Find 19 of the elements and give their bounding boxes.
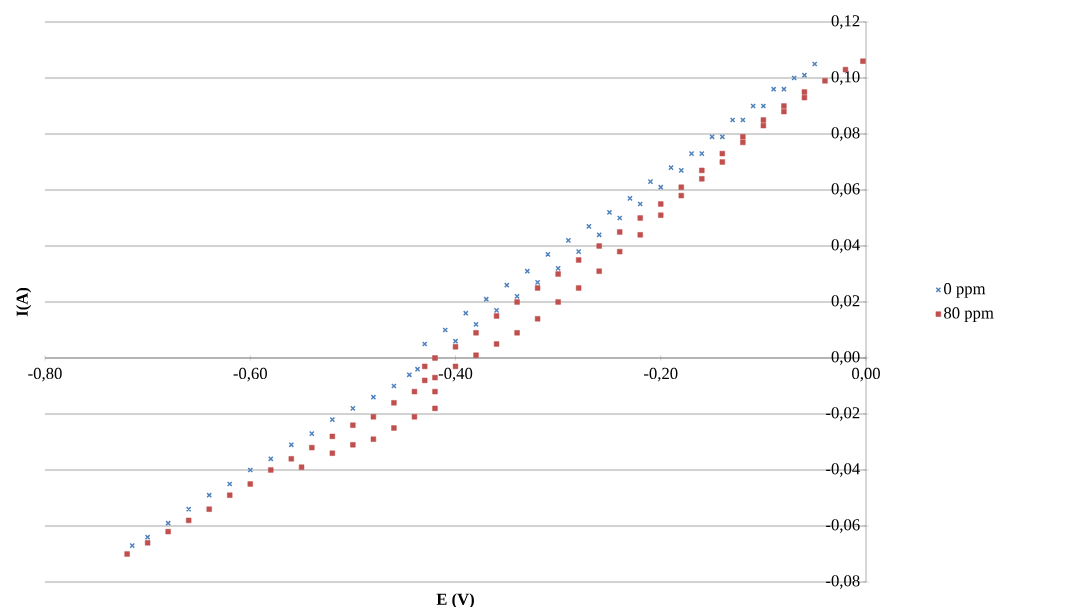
y-tick-label: -0,04	[826, 463, 860, 477]
x-tick-label: -0,40	[438, 367, 473, 382]
y-tick-label: 0,06	[831, 183, 860, 197]
y-tick-label: -0,02	[826, 407, 860, 421]
x-tick-label: -0,60	[233, 367, 267, 382]
y-tick-label: 0,12	[831, 15, 860, 29]
y-tick-label: 0,04	[831, 239, 860, 253]
x-tick-label: -0,20	[644, 367, 678, 382]
y-tick-label: 0,10	[831, 71, 860, 85]
legend-label: 0 ppm	[944, 283, 986, 298]
y-axis-title: I(A)	[16, 287, 32, 317]
y-tick-label: 0,02	[831, 295, 860, 309]
y-tick-label: 0,08	[831, 127, 860, 141]
legend-label: 80 ppm	[944, 307, 994, 322]
x-tick-label: -0,80	[28, 367, 62, 382]
x-tick-label: 0,00	[852, 367, 880, 382]
y-tick-label: 0,00	[831, 351, 860, 365]
y-tick-label: -0,06	[826, 519, 860, 533]
y-tick-label: -0,08	[826, 575, 860, 589]
